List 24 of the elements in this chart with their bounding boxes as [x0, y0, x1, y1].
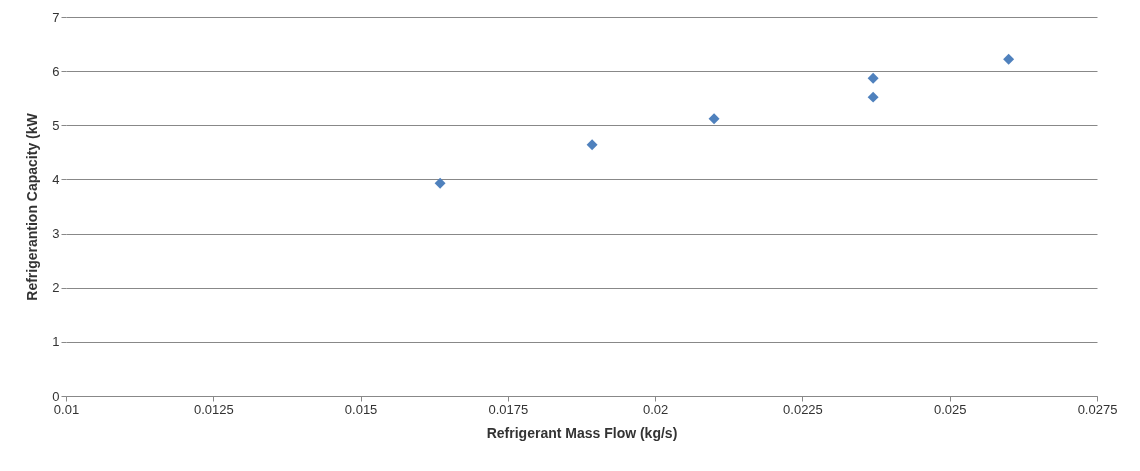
y-axis-title: Refrigerantion Capacity (kW [24, 112, 41, 301]
point [867, 72, 879, 84]
point [434, 177, 446, 189]
x-axis-title: Refrigerant Mass Flow (kg/s) [486, 424, 678, 441]
y-tick-label: 5 [52, 117, 60, 133]
y-tick-label: 2 [52, 280, 60, 296]
x-tick-label: 0.01 [53, 401, 80, 417]
y-tick-label: 7 [52, 9, 60, 25]
y-tick-label: 6 [52, 63, 60, 79]
x-tick-label: 0.025 [933, 401, 967, 417]
x-tick-label: 0.0225 [783, 401, 823, 417]
y-tick-label: 3 [52, 226, 60, 242]
point [1003, 53, 1015, 65]
point [708, 113, 720, 125]
y-tick-label: 4 [52, 171, 60, 187]
point [586, 139, 598, 151]
point [867, 91, 879, 103]
y-tick-label: 0 [52, 388, 60, 404]
x-tick-label: 0.02 [642, 401, 669, 417]
x-tick-label: 0.0125 [193, 401, 234, 417]
x-tick-label: 0.015 [344, 401, 378, 417]
x-tick-label: 0.0175 [488, 401, 529, 417]
y-tick-label: 1 [52, 334, 60, 350]
x-tick-label: 0.0275 [1077, 401, 1118, 417]
